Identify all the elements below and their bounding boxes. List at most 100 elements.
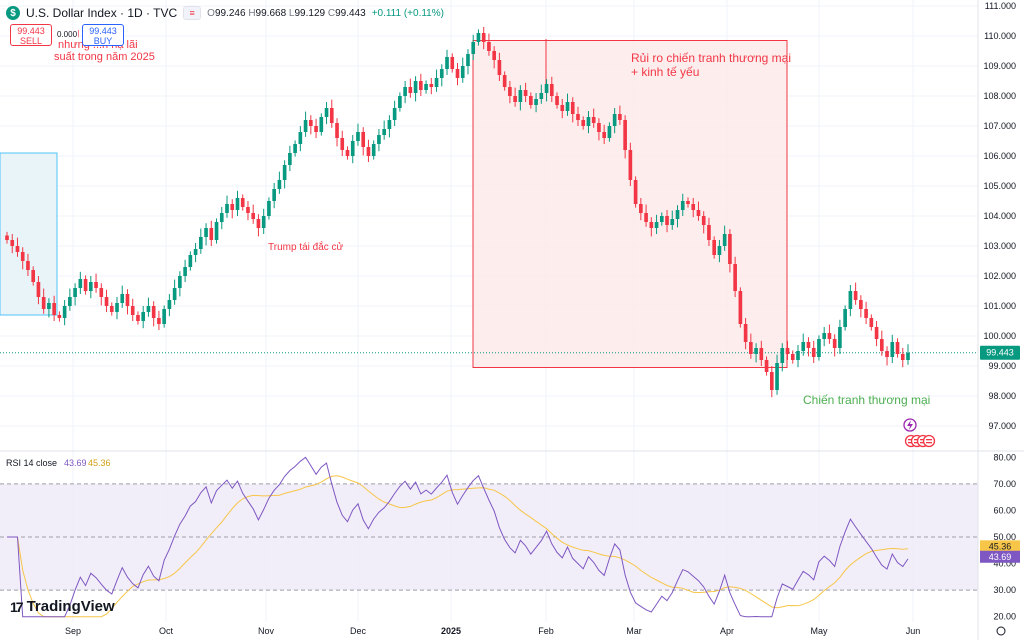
candle-body bbox=[597, 123, 601, 132]
candle-body bbox=[419, 81, 423, 90]
candle-body bbox=[277, 180, 282, 189]
note-risk-line: Rủi ro chiến tranh thương mại bbox=[631, 51, 791, 65]
candle-body bbox=[115, 303, 119, 312]
candle-body bbox=[460, 66, 465, 78]
candle-body bbox=[434, 78, 439, 87]
sell-button[interactable]: 99.443 SELL bbox=[10, 24, 52, 46]
last-price-label: 99.443 bbox=[986, 348, 1014, 358]
candle-body bbox=[183, 267, 187, 276]
open-value: 99.246 bbox=[214, 7, 246, 19]
candle-body bbox=[733, 264, 737, 291]
candle-body bbox=[738, 291, 743, 324]
candle-body bbox=[157, 318, 161, 324]
candle-body bbox=[544, 84, 549, 93]
candle-body bbox=[125, 294, 130, 306]
candle-body bbox=[607, 126, 612, 138]
candle-body bbox=[20, 252, 25, 261]
candle-body bbox=[68, 297, 72, 306]
candle-body bbox=[356, 132, 360, 141]
candle-body bbox=[618, 114, 622, 120]
candle-body bbox=[644, 213, 648, 222]
candle-body bbox=[759, 348, 764, 360]
time-tick-label: 2025 bbox=[441, 626, 461, 636]
last-price-tag bbox=[980, 345, 1020, 360]
flag-stripe bbox=[914, 439, 920, 441]
candle-body bbox=[853, 291, 858, 300]
flag-stripe bbox=[920, 442, 926, 444]
lightning-glyph bbox=[907, 420, 913, 430]
time-tick-label: Sep bbox=[65, 626, 81, 636]
dollar-icon[interactable]: $ bbox=[6, 6, 20, 20]
flag-stripe bbox=[926, 439, 932, 441]
candle-body bbox=[178, 276, 182, 288]
price-tick-label: 105.000 bbox=[983, 181, 1016, 191]
candle-body bbox=[267, 201, 271, 216]
candle-body bbox=[319, 117, 324, 132]
candle-body bbox=[487, 42, 491, 51]
rsi-tick-label: 50.00 bbox=[993, 532, 1016, 542]
sell-label: SELL bbox=[19, 36, 43, 46]
candle-body bbox=[518, 90, 523, 102]
candle-body bbox=[52, 303, 56, 315]
buy-label: BUY bbox=[93, 36, 113, 46]
price-tick-label: 109.000 bbox=[983, 61, 1016, 71]
time-tick-label: Oct bbox=[159, 626, 174, 636]
candle-body bbox=[41, 297, 46, 309]
candle-body bbox=[230, 204, 235, 210]
candle-body bbox=[340, 138, 345, 150]
candle-body bbox=[198, 237, 203, 249]
sell-price: 99.443 bbox=[17, 26, 45, 36]
flag-stripe bbox=[908, 442, 914, 444]
ohlc-values: O99.246 H99.668 L99.129 C99.443 bbox=[207, 7, 366, 19]
price-tick-label: 110.000 bbox=[984, 31, 1016, 41]
candle-body bbox=[476, 33, 481, 42]
high-value: 99.668 bbox=[255, 7, 287, 19]
candle-body bbox=[591, 117, 596, 123]
tradingview-logo[interactable]: 17 TradingView bbox=[10, 598, 115, 615]
candle-body bbox=[565, 102, 570, 111]
candle-body bbox=[293, 144, 297, 153]
price-tick-label: 97.000 bbox=[988, 421, 1016, 431]
candle-body bbox=[686, 201, 690, 204]
note-risk-line: + kinh tế yếu bbox=[631, 65, 699, 79]
candle-body bbox=[214, 222, 219, 240]
candle-body bbox=[78, 279, 83, 288]
time-tick-label: Mar bbox=[626, 626, 642, 636]
candle-body bbox=[109, 306, 114, 312]
candle-body bbox=[675, 210, 680, 219]
flag-stripe bbox=[908, 439, 914, 441]
candle-body bbox=[162, 309, 166, 324]
eye-icon[interactable]: ≡ bbox=[183, 6, 202, 20]
candle-body bbox=[450, 57, 455, 69]
flag-stripe bbox=[920, 439, 926, 441]
rsi-tick-label: 20.00 bbox=[993, 612, 1016, 622]
candle-body bbox=[701, 216, 706, 225]
buy-button[interactable]: 99.443 BUY bbox=[82, 24, 124, 46]
candle-body bbox=[246, 207, 250, 213]
candle-body bbox=[303, 120, 308, 132]
candle-body bbox=[36, 282, 41, 297]
time-tick-label: Jun bbox=[906, 626, 921, 636]
candle-body bbox=[659, 216, 664, 222]
time-tick-label: May bbox=[810, 626, 828, 636]
rsi-tick-label: 60.00 bbox=[993, 505, 1016, 515]
candle-body bbox=[120, 294, 125, 303]
candle-body bbox=[309, 120, 313, 126]
candle-body bbox=[874, 327, 879, 339]
close-value: 99.443 bbox=[335, 7, 366, 19]
candle-body bbox=[822, 333, 827, 339]
candle-body bbox=[413, 81, 418, 93]
candle-body bbox=[696, 210, 701, 216]
candle-body bbox=[869, 318, 874, 327]
candle-body bbox=[623, 120, 627, 150]
candle-body bbox=[225, 204, 229, 213]
candle-body bbox=[492, 51, 496, 60]
flag-stripe bbox=[926, 442, 932, 444]
rsi-value-label: 43.69 bbox=[989, 552, 1012, 562]
candle-body bbox=[885, 351, 889, 357]
candle-body bbox=[408, 87, 413, 93]
candle-body bbox=[345, 150, 350, 156]
symbol-title[interactable]: U.S. Dollar Index · 1D · TVC bbox=[26, 6, 178, 20]
